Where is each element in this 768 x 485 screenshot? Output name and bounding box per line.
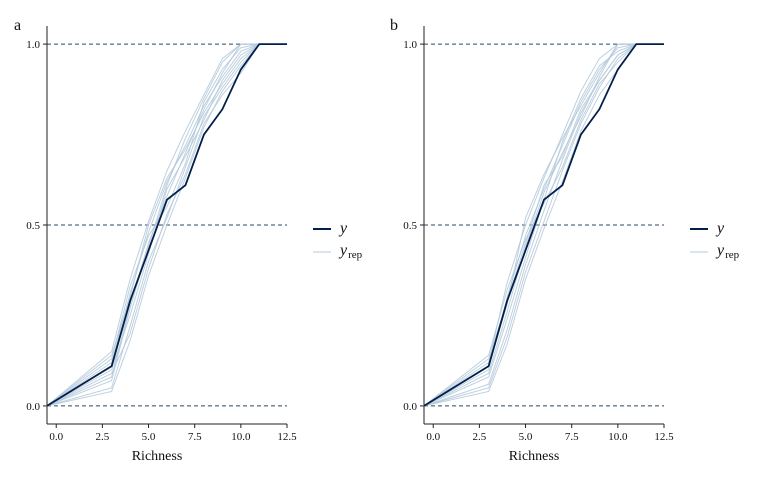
y-tick-label: 0.0 [403,401,417,413]
series-yrep-line [46,43,287,407]
series-yrep-line [46,43,287,407]
y-tick-label: 0.5 [403,220,417,232]
series-y-line [423,43,664,407]
series-yrep-line [46,43,287,407]
series-yrep-line [46,43,287,407]
x-tick-label: 0.0 [426,431,440,443]
x-axis-title: Richness [132,449,183,464]
x-tick-label: 10.0 [231,431,251,443]
x-tick-label: 10.0 [608,431,628,443]
panel-a: a 0.0 2.5 5.0 7.5 10.0 12.5 0.0 0.5 1.0 Richness yy… [14,17,363,464]
legend-label-y: y [338,220,348,237]
x-tick-label: 12.5 [654,431,674,443]
x-tick-label: 5.0 [142,431,156,443]
y-tick-label: 0.5 [26,220,40,232]
legend: y yrep [313,220,363,261]
series-yrep-line [423,43,664,407]
legend-label-yrep: yrep [715,242,740,261]
panel-label: a [14,17,21,34]
x-axis-title: Richness [509,449,560,464]
legend: y yrep [690,220,740,261]
y-tick-label: 1.0 [403,39,417,51]
series-yrep-line [46,43,287,407]
y-tick-label: 0.0 [26,401,40,413]
x-tick-label: 12.5 [277,431,297,443]
y-tick-label: 1.0 [26,39,40,51]
x-tick-label: 2.5 [473,431,487,443]
panel-b: b 0.0 2.5 5.0 7.5 10.0 12.5 0.0 0.5 1.0 Richness yy… [390,17,740,464]
series-yrep-line [423,43,664,407]
legend-label-yrep: yrep [338,242,363,261]
legend-label-y: y [715,220,725,237]
panel-label: b [390,17,398,34]
x-tick-label: 2.5 [96,431,110,443]
x-tick-label: 0.0 [49,431,63,443]
x-tick-label: 7.5 [565,431,579,443]
x-tick-label: 7.5 [188,431,202,443]
series-yrep-line [423,43,664,407]
x-tick-label: 5.0 [519,431,533,443]
series-y-line [46,43,287,407]
